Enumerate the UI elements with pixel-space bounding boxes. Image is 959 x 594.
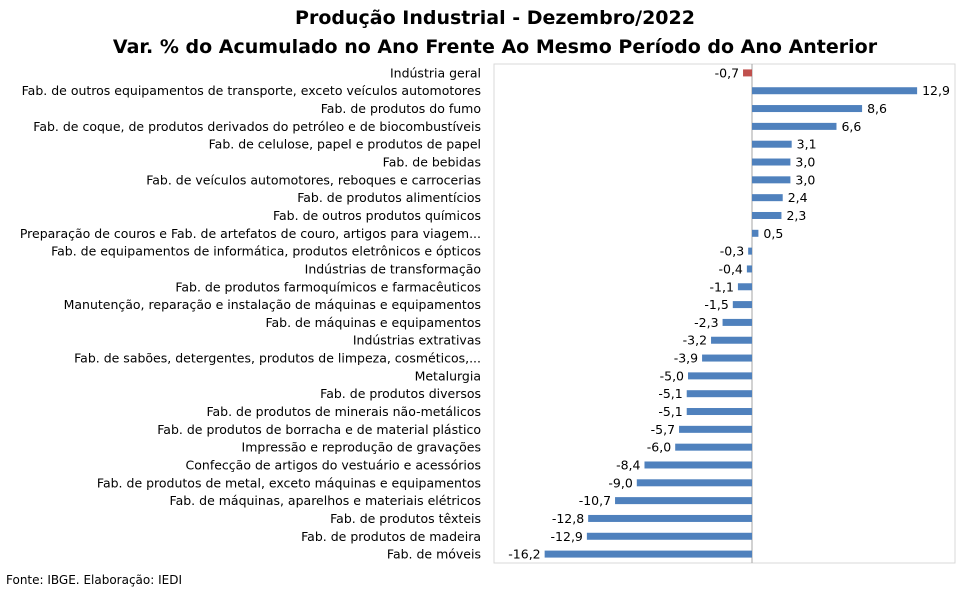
- value-label: -9,0: [608, 475, 632, 490]
- category-label: Fab. de produtos alimentícios: [297, 190, 481, 205]
- chart-subtitle: Var. % do Acumulado no Ano Frente Ao Mes…: [112, 36, 878, 58]
- value-label: -10,7: [579, 493, 611, 508]
- value-label: 2,4: [788, 190, 808, 205]
- bar: [686, 408, 752, 416]
- value-label: 8,6: [867, 101, 887, 116]
- bar: [752, 140, 792, 148]
- category-label: Fab. de celulose, papel e produtos de pa…: [209, 137, 481, 152]
- category-label: Fab. de outros equipamentos de transport…: [22, 83, 481, 98]
- category-label: Fab. de máquinas e equipamentos: [265, 315, 481, 330]
- value-label: -1,5: [704, 297, 728, 312]
- category-label: Fab. de produtos de madeira: [301, 529, 481, 544]
- category-label: Fab. de produtos de minerais não-metálic…: [206, 404, 481, 419]
- value-label: -3,9: [674, 351, 698, 366]
- category-label: Fab. de produtos de metal, exceto máquin…: [97, 475, 481, 490]
- value-label: -8,4: [616, 457, 640, 472]
- category-label: Indústrias de transformação: [305, 261, 481, 276]
- category-label: Fab. de produtos de borracha e de materi…: [157, 422, 481, 437]
- category-label: Fab. de produtos farmoquímicos e farmacê…: [175, 279, 481, 294]
- category-label: Fab. de sabões, detergentes, produtos de…: [74, 351, 481, 366]
- category-label: Fab. de móveis: [387, 547, 481, 562]
- category-label: Fab. de outros produtos químicos: [273, 208, 481, 223]
- bar: [752, 105, 863, 113]
- category-label: Fab. de máquinas, aparelhos e materiais …: [170, 493, 481, 508]
- category-label: Indústria geral: [390, 65, 481, 80]
- bar: [615, 497, 752, 505]
- bar: [752, 87, 918, 95]
- value-label: 2,3: [786, 208, 806, 223]
- bar: [722, 318, 752, 326]
- bar: [737, 283, 752, 291]
- value-label: -1,1: [710, 279, 734, 294]
- category-label: Manutenção, reparação e instalação de má…: [64, 297, 481, 312]
- category-labels-group: Indústria geral Fab. de outros equipament…: [20, 65, 481, 561]
- value-label: 3,0: [795, 172, 815, 187]
- value-label: -5,0: [660, 368, 684, 383]
- value-label: -0,3: [720, 244, 744, 259]
- bar: [752, 158, 791, 166]
- category-label: Fab. de produtos do fumo: [321, 101, 481, 116]
- value-labels-group: -0,7 12,9 8,6 6,6 3,1 3,0 3,0 2,4 2,30,5 -0,3 -0,4…: [508, 65, 950, 561]
- value-label: -2,3: [694, 315, 718, 330]
- category-label: Indústrias extrativas: [353, 333, 481, 348]
- plot-border: [493, 63, 956, 564]
- bar: [743, 69, 752, 77]
- bar: [752, 229, 759, 237]
- bar: [752, 176, 791, 184]
- bar: [702, 354, 752, 362]
- bar: [752, 194, 783, 202]
- bar: [636, 479, 752, 487]
- value-label: -5,1: [658, 404, 682, 419]
- value-label: -16,2: [508, 547, 540, 562]
- value-label: 3,1: [797, 137, 817, 152]
- bar: [644, 461, 752, 469]
- category-label: Fab. de produtos têxteis: [330, 511, 481, 526]
- category-label: Preparação de couros e Fab. de artefatos…: [20, 226, 481, 241]
- value-label: 12,9: [922, 83, 950, 98]
- bars-group: [544, 69, 918, 558]
- source-note: Fonte: IBGE. Elaboração: IEDI: [6, 573, 183, 587]
- value-label: -5,7: [651, 422, 675, 437]
- bar: [675, 443, 752, 451]
- value-label: -12,9: [551, 529, 583, 544]
- bar: [748, 247, 752, 255]
- value-label: 6,6: [841, 119, 861, 134]
- bar: [732, 301, 752, 309]
- value-label: -0,4: [718, 261, 742, 276]
- bar: [544, 550, 752, 558]
- value-label: 0,5: [763, 226, 783, 241]
- category-label: Fab. de bebidas: [383, 155, 481, 170]
- bar: [711, 336, 752, 344]
- value-label: -12,8: [552, 511, 584, 526]
- value-label: -3,2: [683, 333, 707, 348]
- category-label: Fab. de coque, de produtos derivados do …: [33, 119, 481, 134]
- value-label: 3,0: [795, 155, 815, 170]
- value-label: -0,7: [715, 65, 739, 80]
- bar: [752, 122, 837, 130]
- category-label: Metalurgia: [415, 368, 481, 383]
- bar: [586, 532, 752, 540]
- category-label: Fab. de veículos automotores, reboques e…: [146, 172, 481, 187]
- value-label: -5,1: [658, 386, 682, 401]
- category-label: Fab. de equipamentos de informática, pro…: [51, 244, 481, 259]
- category-label: Confecção de artigos do vestuário e aces…: [186, 457, 481, 472]
- value-label: -6,0: [647, 440, 671, 455]
- chart-title: Produção Industrial - Dezembro/2022: [295, 7, 695, 29]
- bar: [679, 425, 752, 433]
- bar: [752, 211, 782, 219]
- category-label: Impressão e reprodução de gravações: [242, 440, 481, 455]
- bar: [746, 265, 752, 273]
- category-label: Fab. de produtos diversos: [320, 386, 481, 401]
- plot-area: [493, 63, 956, 564]
- bar: [588, 514, 752, 522]
- bar: [688, 372, 752, 380]
- bar: [686, 390, 752, 398]
